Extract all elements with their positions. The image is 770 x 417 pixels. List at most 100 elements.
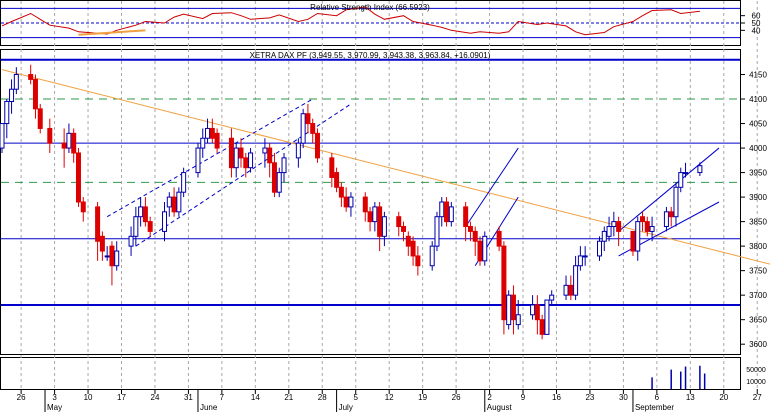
candle-body — [114, 250, 120, 267]
rsi-y-tick-label: 50 — [752, 19, 761, 28]
candle-body — [262, 147, 268, 154]
candle-body — [271, 162, 277, 193]
x-tick-label: 20 — [719, 393, 728, 402]
candle-body — [4, 100, 10, 125]
candle-body — [343, 196, 349, 208]
price-y-tick-label: 3900 — [749, 193, 767, 202]
candle-body — [109, 245, 115, 267]
grid-layer — [20, 1, 758, 389]
candle-body — [138, 206, 144, 218]
candle-body — [37, 108, 43, 129]
candle-body — [630, 230, 636, 252]
rsi-layer — [1, 6, 740, 39]
candle-body — [28, 74, 34, 80]
candle-body — [506, 294, 512, 326]
candle-body — [396, 216, 402, 228]
candle-body — [448, 206, 454, 223]
candle-body — [147, 221, 153, 232]
candle-body — [515, 314, 521, 326]
month-label: May — [47, 403, 62, 412]
candle-body — [310, 123, 316, 134]
price-y-tick-label: 3700 — [749, 291, 767, 300]
candle-body — [510, 294, 516, 321]
candle-body — [496, 230, 502, 247]
month-label: July — [339, 403, 353, 412]
candle-body — [405, 235, 411, 247]
rsi-y-tick-label: 40 — [752, 26, 761, 35]
candle-body — [142, 206, 148, 223]
candle-body — [606, 226, 612, 237]
candle-body — [95, 206, 101, 242]
candle-body — [99, 235, 105, 252]
candle-body — [300, 113, 306, 144]
candle-body — [381, 216, 387, 237]
candle-body — [171, 196, 177, 213]
x-tick-label: 23 — [585, 393, 594, 402]
candle-body — [128, 235, 134, 247]
price-y-tick-label: 3650 — [749, 316, 767, 325]
month-label: September — [635, 403, 674, 412]
candle-body — [644, 221, 650, 232]
candle-body — [176, 191, 182, 213]
candle-body — [573, 265, 579, 296]
x-tick-label: 26 — [17, 393, 26, 402]
candle-body — [377, 206, 383, 237]
x-tick-label: 10 — [84, 393, 93, 402]
candle-body — [205, 127, 211, 139]
candle-body — [243, 157, 249, 169]
candle-body — [281, 157, 287, 174]
price-y-tick-label: 4050 — [749, 120, 767, 129]
candle-body — [477, 240, 483, 262]
candle-body — [329, 157, 335, 178]
channel-line — [618, 147, 720, 232]
price-title: XETRA DAX PF (3,949.55, 3,970.99, 3,943.… — [250, 51, 491, 60]
candle-body — [305, 113, 311, 125]
candle-body — [663, 211, 669, 228]
candle-body — [362, 196, 368, 213]
candle-body — [338, 186, 344, 198]
candle-body — [472, 230, 478, 242]
candle-body — [501, 245, 507, 321]
x-tick-label: 7 — [220, 393, 225, 402]
candle-body — [75, 152, 81, 203]
candle-body — [181, 172, 187, 193]
channel-line — [106, 98, 313, 218]
trendline — [1, 69, 770, 265]
month-label: August — [487, 403, 513, 412]
price-y-tick-label: 3750 — [749, 267, 767, 276]
candle-body — [678, 172, 684, 188]
candle-body — [334, 172, 340, 188]
price-guides-layer — [1, 58, 770, 306]
candle-body — [238, 147, 244, 159]
candle-body — [434, 216, 440, 247]
candle-body — [401, 226, 407, 232]
candle-body — [635, 221, 641, 252]
candle-body — [444, 201, 450, 223]
candle-body — [104, 255, 110, 258]
rsi-y-tick-label: 60 — [752, 12, 761, 21]
candle-body — [214, 132, 220, 149]
x-tick-label: 14 — [251, 393, 260, 402]
x-tick-label: 12 — [385, 393, 394, 402]
candle-body — [668, 211, 674, 218]
price-y-tick-label: 3800 — [749, 242, 767, 251]
volume-layer — [651, 365, 706, 389]
x-tick-label: 6 — [655, 393, 660, 402]
candle-body — [544, 299, 550, 335]
candle-body — [295, 142, 301, 159]
candle-body — [601, 230, 607, 242]
candle-body — [32, 78, 38, 110]
candle-body — [9, 88, 15, 102]
month-label: June — [200, 403, 218, 412]
rsi-title: Relative Strength Index (66.5923) — [310, 3, 430, 12]
candle-body — [563, 284, 569, 296]
volume-y-tick-label: 50000 — [746, 367, 766, 374]
candle-body — [673, 186, 679, 218]
x-tick-label: 5 — [353, 393, 358, 402]
candle-body — [597, 240, 602, 257]
x-tick-label: 2 — [487, 393, 492, 402]
volume-y-tick-label: 10000 — [746, 379, 766, 386]
candle-body — [248, 152, 254, 169]
candle-body — [13, 74, 19, 90]
